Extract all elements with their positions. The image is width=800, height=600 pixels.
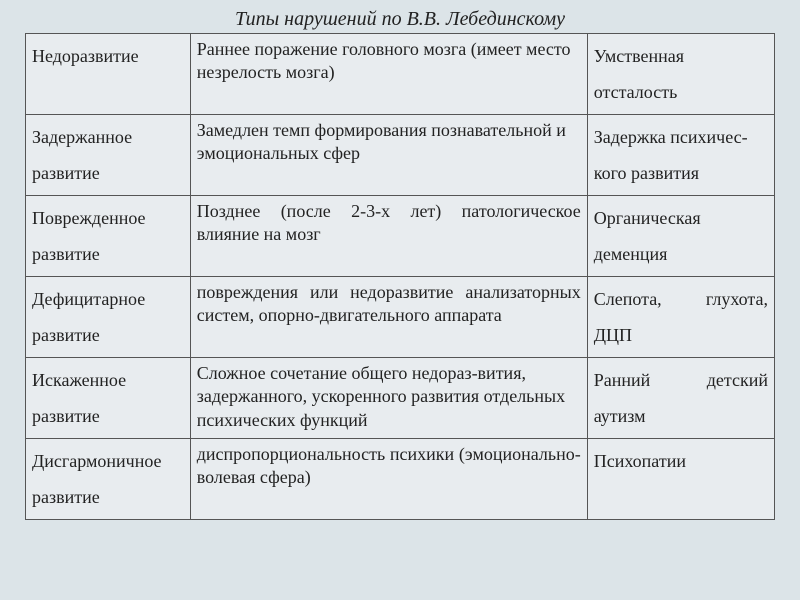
example-cell: Задержка психичес-кого развития [587, 115, 774, 196]
type-cell: Недоразвитие [26, 34, 191, 115]
type-cell: Поврежденное развитие [26, 196, 191, 277]
example-cell: Ранний детский аутизм [587, 358, 774, 439]
description-cell: диспропорциональность психики (эмоционал… [190, 439, 587, 520]
table-body: НедоразвитиеРаннее поражение головного м… [26, 34, 775, 520]
description-cell: Раннее поражение головного мозга (имеет … [190, 34, 587, 115]
table-row: Дефицитарное развитиеповреждения или нед… [26, 277, 775, 358]
table-row: НедоразвитиеРаннее поражение головного м… [26, 34, 775, 115]
description-cell: Сложное сочетание общего недораз-вития, … [190, 358, 587, 439]
table-row: Поврежденное развитиеПозднее (после 2-3-… [26, 196, 775, 277]
type-cell: Задержанное развитие [26, 115, 191, 196]
table-row: Задержанное развитиеЗамедлен темп формир… [26, 115, 775, 196]
page-title: Типы нарушений по В.В. Лебединскому [25, 8, 775, 31]
type-cell: Искаженное развитие [26, 358, 191, 439]
table-row: Искаженное развитиеСложное сочетание общ… [26, 358, 775, 439]
description-cell: повреждения или недоразвитие анализаторн… [190, 277, 587, 358]
disorders-table: НедоразвитиеРаннее поражение головного м… [25, 33, 775, 520]
example-cell: Умственная отсталость [587, 34, 774, 115]
description-cell: Замедлен темп формирования познавательно… [190, 115, 587, 196]
example-cell: Психопатии [587, 439, 774, 520]
type-cell: Дефицитарное развитие [26, 277, 191, 358]
example-cell: Органическая деменция [587, 196, 774, 277]
type-cell: Дисгармоничное развитие [26, 439, 191, 520]
table-row: Дисгармоничное развитиедиспропорциональн… [26, 439, 775, 520]
description-cell: Позднее (после 2-3-х лет) патологическое… [190, 196, 587, 277]
example-cell: Слепота, глухота, ДЦП [587, 277, 774, 358]
